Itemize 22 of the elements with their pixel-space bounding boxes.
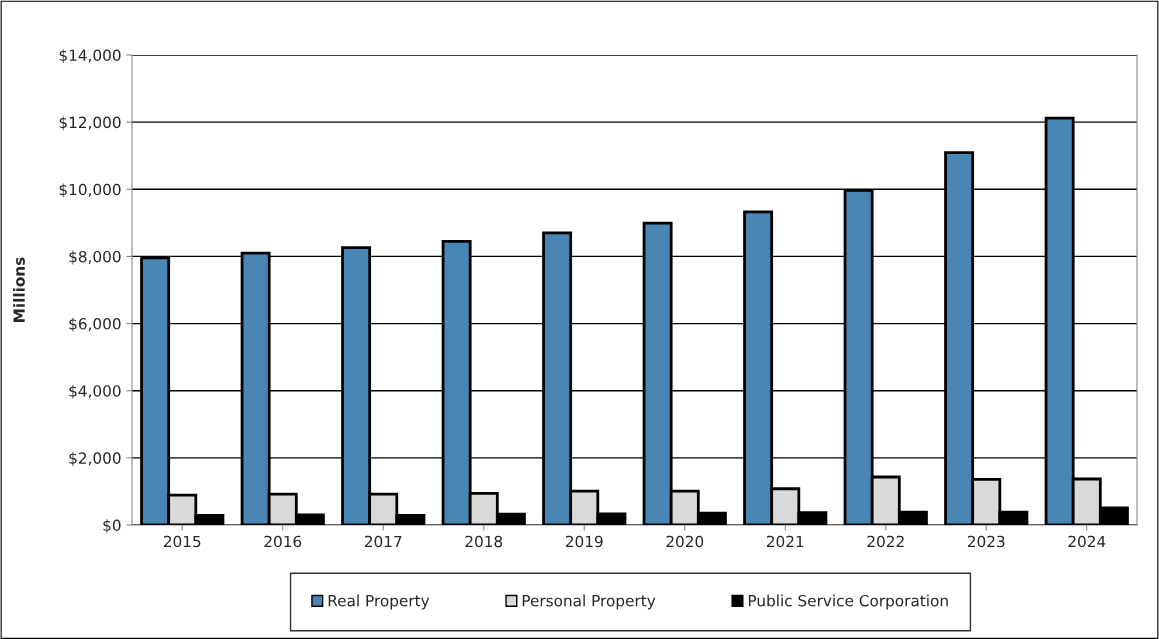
x-tick-label: 2015 (163, 535, 201, 548)
x-tick-label: 2023 (967, 535, 1005, 548)
legend-label: Personal Property (522, 594, 656, 610)
y-tick-label: $8,000 (69, 250, 121, 265)
y-tick-label: $6,000 (69, 317, 121, 332)
x-tick-label: 2024 (1068, 535, 1106, 548)
legend-label: Public Service Corporation (748, 594, 948, 610)
y-axis-title: Millions (13, 257, 25, 322)
legend-label: Real Property (328, 594, 430, 610)
x-tick-label: 2020 (666, 535, 704, 548)
x-tick-label: 2019 (565, 535, 603, 548)
x-tick-label: 2017 (364, 535, 402, 548)
y-tick-label: $10,000 (59, 183, 121, 198)
x-tick-label: 2022 (867, 535, 904, 548)
y-tick-label: $4,000 (69, 384, 121, 399)
y-tick-label: $14,000 (59, 49, 121, 64)
y-tick-label: $0 (103, 519, 121, 534)
x-tick-label: 2018 (465, 535, 503, 548)
x-tick-label: 2021 (766, 535, 804, 548)
y-tick-label: $2,000 (69, 452, 121, 466)
y-tick-label: $12,000 (59, 116, 121, 131)
x-tick-label: 2016 (264, 535, 302, 548)
